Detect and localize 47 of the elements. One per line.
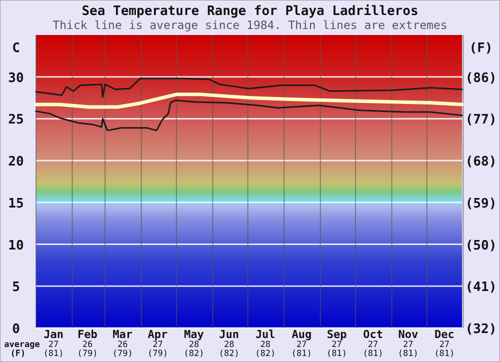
y-tick-label: 20 xyxy=(8,154,24,170)
x-tick-label: May xyxy=(184,328,204,341)
y2-tick-label: (68) xyxy=(465,154,497,170)
y2-axis-title: (F) xyxy=(469,41,493,56)
line-series xyxy=(34,92,464,109)
text: 27 (81) xyxy=(326,340,348,359)
text: 26 (79) xyxy=(77,340,98,359)
x-tick-label: Oct xyxy=(363,328,383,341)
text: 28 (82) xyxy=(218,340,240,359)
text: 27 (81) xyxy=(43,340,64,359)
text: 27 (81) xyxy=(434,340,455,359)
y-tick-label: 10 xyxy=(8,238,24,254)
y-tick-label: 5 xyxy=(12,280,20,296)
x-tick-label: Apr xyxy=(148,328,168,341)
text: 27 (79) xyxy=(147,340,168,359)
x-tick-label: Dec xyxy=(434,328,454,341)
y-axis-title: C xyxy=(12,41,20,56)
y-tick-label: 30 xyxy=(8,70,24,86)
text: 27 (81) xyxy=(398,340,418,359)
x-tick-label: Mar xyxy=(112,328,133,341)
x-tick-label: Jan xyxy=(44,328,64,341)
y-tick-label: 0 xyxy=(12,322,20,337)
y2-tick-label: (50) xyxy=(465,238,497,254)
text: 27 (81) xyxy=(291,340,312,359)
y2-tick-label: (32) xyxy=(465,322,497,337)
x-tick-label: Feb xyxy=(78,328,98,341)
y-tick-label: 25 xyxy=(8,112,24,128)
text: (F) xyxy=(10,349,26,359)
y2-tick-label: (86) xyxy=(465,70,497,86)
line-series xyxy=(35,100,463,132)
text: average xyxy=(4,340,40,350)
x-tick-label: Nov xyxy=(398,328,418,341)
y2-tick-label: (59) xyxy=(465,196,497,212)
text: 27 (81) xyxy=(362,340,384,359)
x-tick-label: Jun xyxy=(219,328,240,341)
chart-subtitle: Thick line is average since 1984. Thin lines are extremes xyxy=(52,18,448,32)
line-series xyxy=(35,78,463,98)
text: 28 (82) xyxy=(184,340,204,359)
chart-title: Sea Temperature Range for Playa Ladrilleros xyxy=(82,4,418,19)
text: 28 (82) xyxy=(255,340,276,359)
x-tick-label: Jul xyxy=(255,328,276,341)
y-tick-label: 15 xyxy=(8,196,24,212)
y2-tick-label: (41) xyxy=(465,280,497,296)
y2-tick-label: (77) xyxy=(465,112,497,128)
text: 26 (79) xyxy=(112,340,133,359)
x-tick-label: Sep xyxy=(326,328,348,341)
x-tick-label: Aug xyxy=(292,328,312,341)
